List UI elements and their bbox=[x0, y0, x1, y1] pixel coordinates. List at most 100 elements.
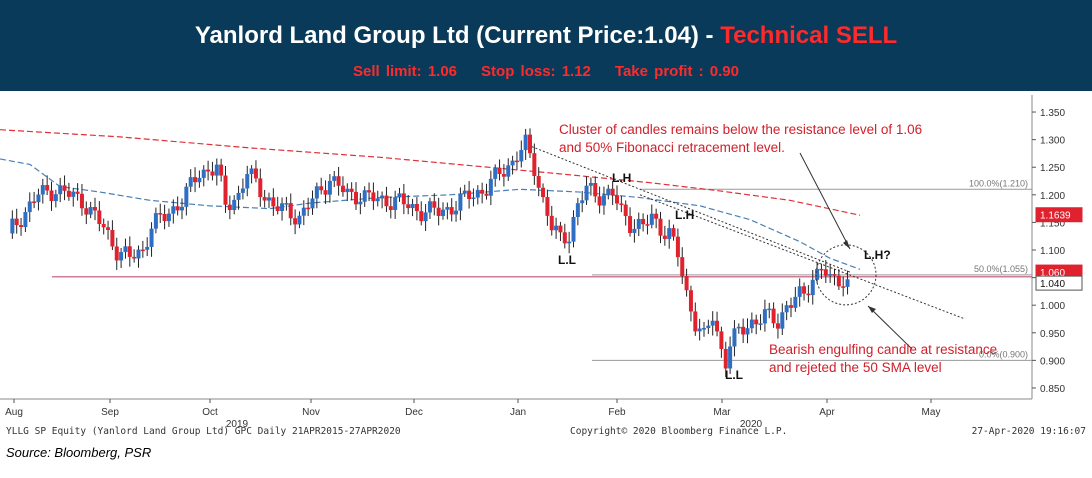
candle-down bbox=[671, 228, 676, 237]
candle-up bbox=[519, 150, 524, 162]
candle-down bbox=[79, 193, 84, 209]
candle-down bbox=[723, 348, 728, 369]
candle-down bbox=[401, 193, 406, 205]
candle-down bbox=[384, 195, 389, 207]
candle-down bbox=[432, 201, 437, 208]
candle-up bbox=[749, 319, 754, 329]
annotation-text: Bearish engulfing candle at resistance bbox=[769, 342, 997, 357]
candle-down bbox=[549, 215, 554, 231]
sell-limit: Sell limit: 1.06 bbox=[352, 63, 458, 80]
candle-up bbox=[375, 198, 380, 202]
footer-right: 27-Apr-2020 19:16:07 bbox=[972, 426, 1086, 437]
x-tick-label: Nov bbox=[302, 407, 320, 418]
candle-up bbox=[706, 325, 711, 329]
candle-down bbox=[675, 236, 680, 258]
candle-down bbox=[367, 190, 372, 193]
candle-up bbox=[606, 188, 611, 196]
candle-up bbox=[153, 213, 158, 229]
pattern-label: L.L bbox=[558, 253, 576, 267]
candle-down bbox=[106, 227, 111, 230]
candle-down bbox=[388, 206, 393, 210]
candle-up bbox=[471, 197, 476, 200]
price-box-label: 1.060 bbox=[1040, 268, 1065, 279]
candle-down bbox=[558, 225, 563, 233]
candle-down bbox=[449, 207, 454, 215]
candle-down bbox=[84, 208, 89, 215]
candle-up bbox=[358, 201, 363, 205]
price-box-label: 1.040 bbox=[1040, 279, 1065, 290]
x-tick-label: Jan bbox=[510, 407, 526, 418]
candle-down bbox=[223, 175, 228, 205]
candle-up bbox=[462, 190, 467, 194]
candle-up bbox=[267, 197, 271, 201]
x-tick-label: Aug bbox=[5, 407, 23, 418]
candle-down bbox=[258, 178, 263, 198]
candle-up bbox=[649, 213, 654, 225]
candle-up bbox=[245, 174, 250, 189]
candle-up bbox=[736, 326, 741, 329]
candle-up bbox=[397, 193, 402, 198]
candle-down bbox=[101, 224, 106, 228]
candle-up bbox=[815, 268, 820, 280]
candle-up bbox=[184, 186, 189, 207]
candle-down bbox=[819, 268, 824, 271]
candle-down bbox=[219, 164, 224, 176]
candle-down bbox=[262, 197, 267, 201]
report-title: Yanlord Land Group Ltd (Current Price:1.… bbox=[0, 22, 1092, 50]
sma-50-line bbox=[0, 158, 861, 270]
candle-up bbox=[249, 168, 254, 175]
candle-down bbox=[340, 185, 345, 193]
candle-down bbox=[66, 190, 71, 197]
candle-up bbox=[728, 346, 733, 369]
candle-up bbox=[493, 167, 498, 179]
candle-down bbox=[114, 246, 119, 261]
candle-down bbox=[645, 224, 650, 226]
pattern-label: L.L bbox=[725, 368, 743, 382]
report-header: Yanlord Land Group Ltd (Current Price:1.… bbox=[0, 0, 1092, 91]
candle-down bbox=[162, 213, 167, 222]
candle-down bbox=[419, 211, 424, 222]
candle-up bbox=[584, 185, 589, 201]
candle-down bbox=[545, 197, 550, 216]
candle-down bbox=[19, 225, 24, 228]
candle-up bbox=[745, 328, 750, 335]
candle-up bbox=[793, 296, 798, 308]
candle-down bbox=[754, 319, 759, 325]
candle-up bbox=[280, 203, 285, 211]
candle-down bbox=[615, 195, 619, 204]
candle-up bbox=[475, 189, 480, 198]
price-box bbox=[1035, 207, 1083, 223]
candle-down bbox=[658, 218, 663, 236]
price-chart: 1.3501.3001.2501.2001.1501.1001.0501.000… bbox=[0, 95, 1086, 437]
candle-down bbox=[619, 203, 624, 205]
candle-up bbox=[197, 177, 202, 183]
candle-up bbox=[380, 195, 385, 199]
candle-up bbox=[575, 203, 580, 217]
candle-up bbox=[488, 178, 493, 196]
candle-down bbox=[227, 204, 232, 210]
candle-down bbox=[32, 201, 37, 203]
candle-down bbox=[206, 169, 211, 172]
candle-down bbox=[693, 311, 698, 332]
candle-down bbox=[97, 210, 102, 225]
candle-up bbox=[166, 213, 171, 222]
candle-down bbox=[354, 191, 358, 205]
candle-down bbox=[841, 286, 846, 288]
y-tick-label: 0.950 bbox=[1040, 329, 1065, 340]
candle-up bbox=[632, 228, 637, 233]
candle-down bbox=[158, 213, 163, 215]
candle-down bbox=[719, 331, 724, 349]
candle-up bbox=[702, 328, 706, 330]
candle-down bbox=[293, 218, 298, 225]
candle-up bbox=[310, 198, 315, 209]
candle-up bbox=[441, 209, 445, 216]
candle-down bbox=[62, 185, 67, 191]
candle-down bbox=[623, 204, 628, 217]
candle-up bbox=[136, 249, 141, 259]
stop-loss: Stop loss: 1.12 bbox=[481, 63, 591, 80]
y-tick-label: 1.150 bbox=[1040, 218, 1065, 229]
candle-down bbox=[562, 232, 567, 244]
candle-down bbox=[406, 204, 411, 209]
candle-down bbox=[532, 153, 537, 177]
candle-up bbox=[845, 279, 850, 287]
